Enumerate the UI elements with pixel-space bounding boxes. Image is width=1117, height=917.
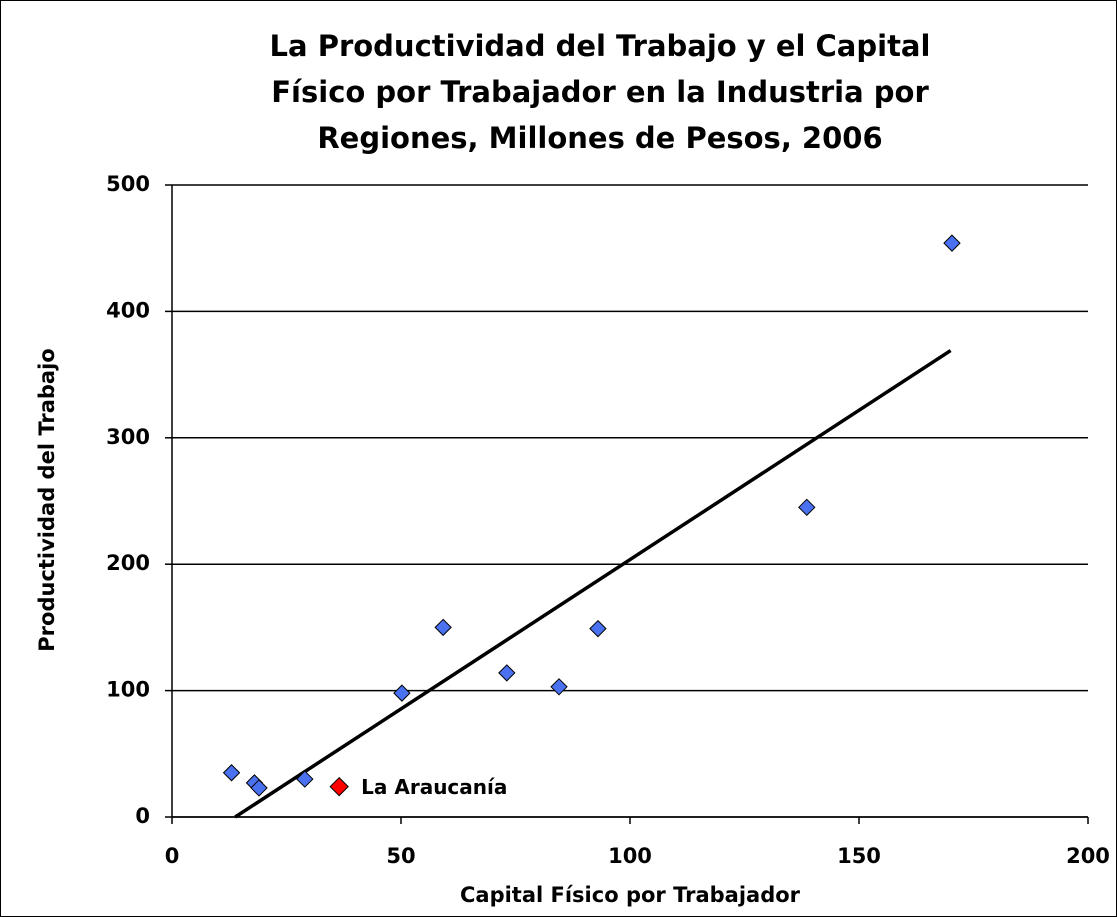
x-tick-label: 100 — [608, 844, 652, 868]
point — [296, 770, 314, 788]
x-tick-label: 200 — [1066, 844, 1110, 868]
x-axis-label: Capital Físico por Trabajador — [460, 883, 801, 907]
x-tick-label: 50 — [386, 844, 415, 868]
x-tick-label: 0 — [165, 844, 180, 868]
y-tick-label: 500 — [106, 172, 150, 196]
y-axis-label: Productividad del Trabajo — [35, 348, 59, 651]
y-tick-label: 200 — [106, 551, 150, 575]
y-tick-label: 0 — [135, 804, 150, 828]
x-tick-label: 150 — [837, 844, 881, 868]
point — [222, 764, 241, 782]
chart-title: Regiones, Millones de Pesos, 2006 — [317, 121, 882, 155]
chart-title: Físico por Trabajador en la Industria po… — [271, 75, 929, 109]
y-tick-label: 100 — [106, 678, 150, 702]
point — [434, 618, 452, 637]
chart-title: La Productividad del Trabajo y el Capita… — [270, 29, 931, 63]
point — [589, 619, 607, 638]
y-tick-label: 300 — [106, 425, 150, 449]
point — [498, 664, 516, 682]
point — [250, 779, 268, 797]
point — [798, 498, 816, 517]
point — [550, 678, 568, 696]
highlight-point — [329, 776, 349, 797]
point — [943, 234, 961, 252]
trend-line — [234, 349, 952, 819]
point — [393, 684, 411, 702]
y-tick-label: 400 — [106, 298, 150, 322]
annotation: La Araucanía — [361, 775, 507, 799]
